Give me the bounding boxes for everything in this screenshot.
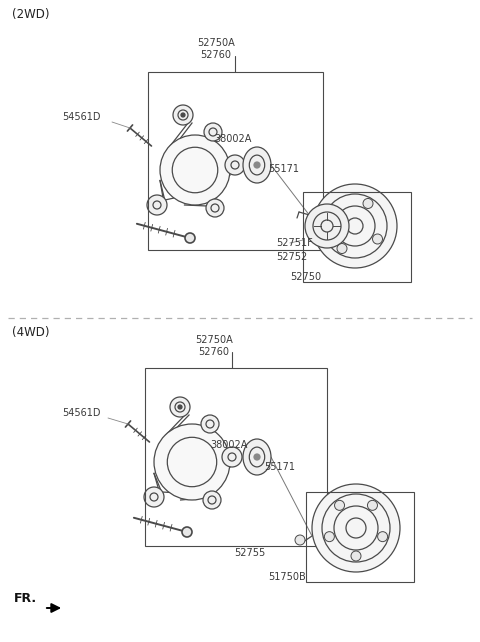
- Bar: [145, 368, 327, 546]
- Circle shape: [372, 234, 383, 244]
- Circle shape: [363, 198, 373, 209]
- Circle shape: [254, 162, 260, 168]
- Circle shape: [178, 405, 182, 409]
- Text: 52760: 52760: [201, 50, 231, 60]
- Circle shape: [254, 454, 260, 460]
- Circle shape: [201, 415, 219, 433]
- Text: 52750: 52750: [290, 272, 321, 282]
- Ellipse shape: [243, 147, 271, 183]
- Circle shape: [170, 397, 190, 417]
- Circle shape: [144, 487, 164, 507]
- Text: 52751F: 52751F: [276, 238, 313, 248]
- Text: 52760: 52760: [199, 347, 229, 357]
- Text: 54561D: 54561D: [62, 408, 100, 418]
- Circle shape: [305, 204, 349, 248]
- Circle shape: [181, 113, 185, 117]
- Ellipse shape: [243, 439, 271, 475]
- Circle shape: [154, 424, 230, 500]
- Circle shape: [206, 199, 224, 217]
- Circle shape: [295, 535, 305, 545]
- Text: 52755: 52755: [234, 548, 265, 558]
- Bar: [303, 192, 411, 282]
- Circle shape: [203, 491, 221, 509]
- Circle shape: [324, 532, 335, 542]
- Circle shape: [378, 532, 388, 542]
- Circle shape: [204, 123, 222, 141]
- Circle shape: [222, 447, 242, 467]
- Bar: [306, 492, 414, 582]
- Text: 52750A: 52750A: [197, 38, 235, 48]
- Text: FR.: FR.: [14, 591, 37, 605]
- Text: 38002A: 38002A: [210, 440, 247, 450]
- Circle shape: [337, 243, 347, 254]
- Circle shape: [327, 208, 337, 218]
- Text: 52750A: 52750A: [195, 335, 233, 345]
- Circle shape: [173, 105, 193, 125]
- Circle shape: [313, 184, 397, 268]
- Text: 38002A: 38002A: [214, 134, 252, 144]
- Text: 55171: 55171: [268, 164, 299, 174]
- Circle shape: [368, 500, 377, 510]
- Circle shape: [160, 135, 230, 205]
- Bar: [148, 72, 323, 250]
- Text: 54561D: 54561D: [62, 112, 100, 122]
- Circle shape: [185, 233, 195, 243]
- Circle shape: [182, 527, 192, 537]
- Text: (4WD): (4WD): [12, 326, 49, 339]
- Text: 51750B: 51750B: [268, 572, 306, 582]
- Circle shape: [312, 484, 400, 572]
- Circle shape: [147, 195, 167, 215]
- Circle shape: [335, 500, 345, 510]
- Circle shape: [225, 155, 245, 175]
- Text: 55171: 55171: [264, 462, 295, 472]
- Text: 52752: 52752: [276, 252, 307, 262]
- Circle shape: [351, 551, 361, 561]
- Text: (2WD): (2WD): [12, 8, 49, 21]
